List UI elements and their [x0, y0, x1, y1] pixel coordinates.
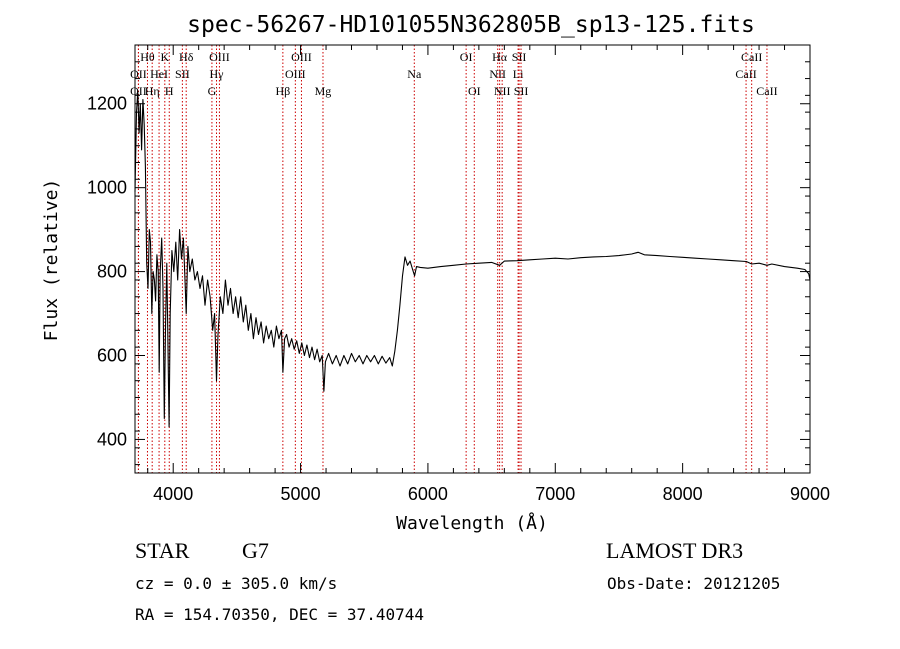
spectrum-line-0	[134, 90, 811, 428]
x-axis-label: Wavelength (Å)	[396, 512, 548, 534]
line-label-27: CaII	[756, 84, 777, 98]
line-label-9: G	[208, 84, 217, 98]
line-label-20: Hα	[492, 50, 508, 64]
line-label-17: OI	[460, 50, 473, 64]
line-label-10: Hγ	[210, 67, 225, 81]
line-label-13: OIII	[285, 67, 306, 81]
coords-text: RA = 154.70350, DEC = 37.40744	[135, 605, 424, 624]
y-tick-label-0: 400	[97, 429, 127, 449]
obs-date-text: Obs-Date: 20121205	[607, 574, 780, 593]
object-class: STAR	[135, 538, 190, 563]
line-label-4: HeI	[150, 67, 168, 81]
line-label-14: OIII	[291, 50, 312, 64]
line-label-19: NII	[489, 67, 506, 81]
line-label-23: SII	[512, 50, 527, 64]
y-axis-label: Flux (relative)	[41, 179, 62, 342]
plot-frame	[134, 44, 811, 474]
line-label-1: OII	[130, 84, 147, 98]
x-tick-label-2: 6000	[408, 484, 448, 504]
chart-title: spec-56267-HD101055N362805B_sp13-125.fit…	[187, 12, 755, 38]
y-tick-label-4: 1200	[87, 94, 127, 114]
line-label-22: Li	[513, 67, 524, 81]
line-label-2: Hθ	[140, 50, 155, 64]
x-tick-label-1: 5000	[281, 484, 321, 504]
line-label-5: K	[160, 50, 169, 64]
line-label-26: CaII	[741, 50, 762, 64]
line-label-15: Mg	[315, 84, 332, 98]
line-label-6: H	[165, 84, 174, 98]
line-label-21: NII	[494, 84, 511, 98]
line-label-18: OI	[468, 84, 481, 98]
emission-line-markers: OIIOIIHθHηHeIKHSIIHδGHγOIIIHβOIIIOIIIMgN…	[130, 45, 778, 473]
line-label-12: Hβ	[275, 84, 290, 98]
y-tick-label-1: 600	[97, 346, 127, 366]
line-label-8: Hδ	[179, 50, 194, 64]
y-tick-label-3: 1000	[87, 178, 127, 198]
axis-ticks: 4000 5000 6000 7000 8000 9000 400 600 800 1000 120…	[87, 44, 830, 504]
survey-name: LAMOST DR3	[606, 538, 743, 563]
line-label-16: Na	[407, 67, 422, 81]
series-layer	[134, 90, 811, 428]
line-label-24: SII	[514, 84, 529, 98]
x-tick-label-0: 4000	[153, 484, 193, 504]
line-label-25: CaII	[735, 67, 756, 81]
line-label-7: SII	[175, 67, 190, 81]
line-label-3: Hη	[145, 84, 160, 98]
x-tick-label-3: 7000	[535, 484, 575, 504]
object-subclass: G7	[242, 538, 269, 563]
y-tick-label-2: 800	[97, 262, 127, 282]
line-label-11: OIII	[209, 50, 230, 64]
x-tick-label-4: 8000	[663, 484, 703, 504]
x-tick-label-5: 9000	[790, 484, 830, 504]
redshift-text: cz = 0.0 ± 305.0 km/s	[135, 574, 337, 593]
